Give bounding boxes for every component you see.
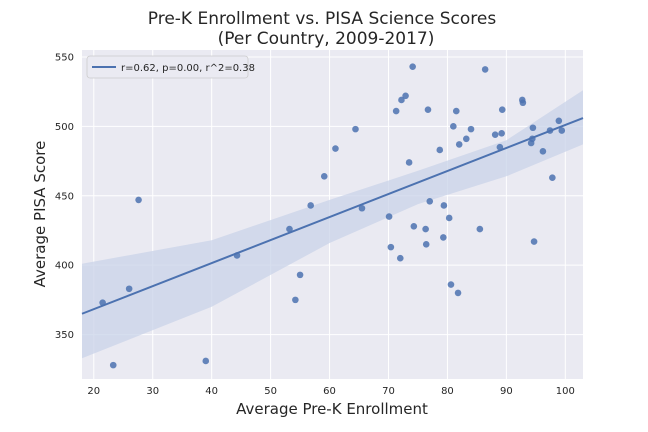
x-tick-label: 20	[87, 386, 100, 397]
y-tick-label: 350	[55, 330, 74, 341]
data-point	[286, 225, 293, 233]
data-point	[233, 252, 241, 259]
data-point	[546, 127, 554, 134]
regression-line	[81, 117, 584, 315]
legend-box	[86, 55, 249, 79]
data-point	[436, 146, 444, 154]
data-point	[307, 202, 314, 209]
data-point	[447, 281, 455, 288]
x-tick-label: 100	[556, 386, 575, 397]
data-point	[530, 238, 538, 245]
data-point	[558, 127, 566, 134]
data-point	[445, 214, 453, 222]
data-point	[402, 92, 409, 100]
data-point	[398, 96, 405, 104]
data-point	[476, 225, 484, 233]
data-point	[462, 135, 470, 143]
data-points	[99, 63, 566, 369]
confidence-band	[82, 90, 583, 359]
chart-subtitle: (Per Country, 2009-2017)	[218, 29, 435, 49]
data-point	[422, 241, 430, 248]
data-point	[352, 125, 359, 133]
data-point	[320, 173, 328, 180]
data-point	[109, 361, 117, 369]
data-point	[440, 202, 448, 209]
legend: r=0.62, p=0.00, r^2=0.38	[86, 55, 255, 79]
data-point	[426, 198, 434, 205]
data-point	[519, 99, 527, 107]
chart-title: Pre-K Enrollment vs. PISA Science Scores	[148, 9, 497, 29]
legend-label: r=0.62, p=0.00, r^2=0.38	[121, 63, 255, 74]
data-point	[549, 174, 556, 182]
data-point	[467, 125, 475, 133]
data-point	[452, 107, 460, 115]
data-point	[392, 107, 400, 115]
y-tick-labels: 350 400 450 500 550	[55, 52, 74, 341]
data-point	[358, 204, 366, 212]
data-point	[125, 285, 133, 293]
x-tick-labels: 20 30 40 50 60 70 80 90 100	[87, 386, 574, 397]
x-tick-label: 60	[323, 386, 336, 397]
data-point	[529, 124, 537, 132]
data-point	[135, 196, 142, 204]
data-point	[332, 145, 339, 152]
y-tick-label: 500	[55, 122, 74, 133]
data-point	[450, 123, 457, 130]
data-point	[99, 299, 106, 306]
data-point	[422, 225, 429, 233]
data-point	[292, 296, 299, 304]
data-point	[498, 106, 506, 113]
data-point	[296, 271, 304, 279]
x-tick-label: 40	[205, 386, 218, 397]
y-axis-label: Average PISA Score	[31, 141, 49, 288]
y-tick-label: 450	[55, 191, 74, 202]
regression-line-layer	[81, 117, 584, 315]
x-tick-label: 50	[264, 386, 277, 397]
data-point	[498, 129, 505, 137]
data-point	[405, 159, 413, 166]
x-axis-label: Average Pre-K Enrollment	[236, 400, 428, 418]
data-point	[396, 254, 404, 262]
data-point	[454, 289, 462, 297]
x-tick-label: 70	[382, 386, 395, 397]
data-point	[496, 143, 504, 151]
data-point	[424, 106, 432, 113]
y-tick-label: 400	[55, 261, 74, 272]
data-point	[387, 243, 395, 251]
x-tick-label: 90	[500, 386, 513, 397]
data-point	[202, 357, 210, 365]
data-point	[539, 148, 547, 155]
data-point	[555, 117, 563, 125]
data-point	[481, 66, 489, 73]
x-tick-label: 80	[441, 386, 454, 397]
y-tick-label: 550	[55, 52, 74, 63]
data-point	[440, 234, 447, 241]
data-point	[455, 141, 463, 148]
confidence-band-layer	[82, 90, 583, 359]
data-point	[409, 63, 416, 70]
data-point	[410, 222, 418, 230]
data-point	[385, 213, 393, 220]
data-point	[529, 135, 536, 143]
data-point	[491, 131, 499, 138]
x-tick-label: 30	[146, 386, 159, 397]
